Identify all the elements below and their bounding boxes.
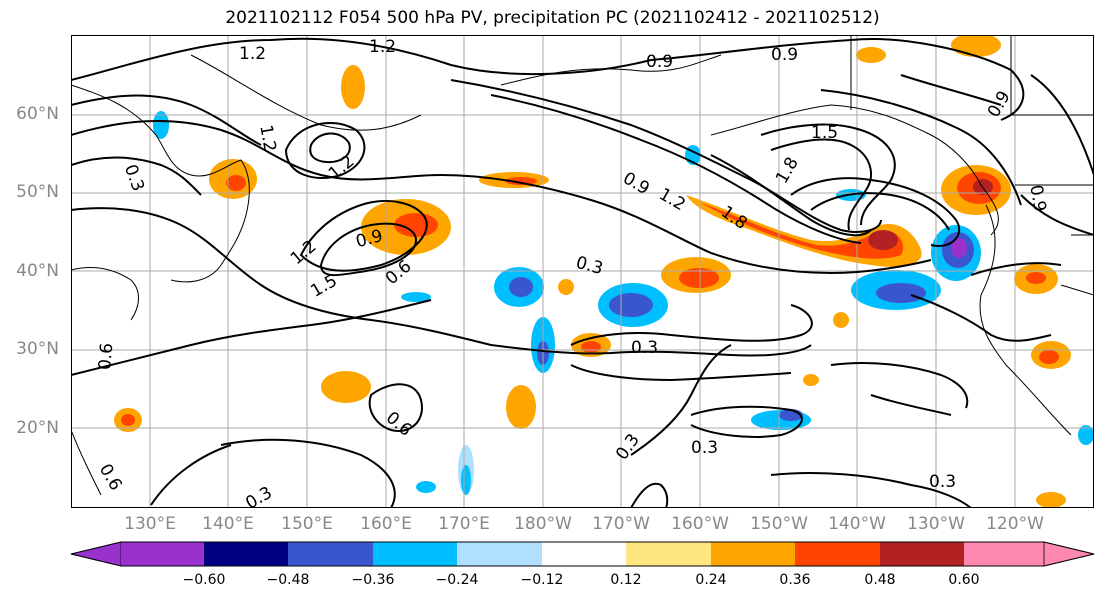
lon-label: 150°E — [281, 514, 333, 534]
colorbar-tick: −0.36 — [351, 572, 395, 588]
lat-label: 40°N — [16, 261, 59, 281]
lon-label: 160°E — [360, 514, 412, 534]
colorbar-extend-low — [70, 541, 122, 567]
lon-label: 130°W — [907, 514, 965, 534]
lon-label: 150°W — [750, 514, 808, 534]
contour-label: 0.3 — [612, 430, 644, 464]
contour-label: 0.9 — [619, 168, 652, 199]
colorbar-tick: 0.12 — [610, 572, 642, 588]
coastlines — [71, 35, 1094, 496]
colorbar-extend-high — [1043, 541, 1095, 567]
colorbar-segment — [121, 542, 204, 566]
contour-label: 1.2 — [369, 37, 396, 57]
gridlines — [71, 35, 1094, 508]
lon-label: 170°W — [592, 514, 650, 534]
contour-label: 0.6 — [382, 408, 416, 441]
lat-label: 60°N — [16, 104, 59, 124]
colorbar-tick: −0.60 — [182, 572, 226, 588]
contour-label: 0.6 — [382, 256, 416, 289]
lat-label: 50°N — [16, 182, 59, 202]
colorbar-segment — [373, 542, 457, 566]
map-title: 2021102112 F054 500 hPa PV, precipitatio… — [225, 8, 880, 28]
contour-label: 1.8 — [717, 202, 751, 234]
colorbar-segment — [711, 542, 795, 566]
lon-label: 120°W — [986, 514, 1044, 534]
colorbar — [70, 541, 1095, 567]
contour-label: 0.3 — [242, 483, 275, 508]
lon-label: 160°W — [671, 514, 729, 534]
contour-label: 0.3 — [574, 253, 605, 279]
lat-label: 20°N — [16, 418, 59, 438]
contour-label: 1.2 — [239, 44, 266, 64]
colorbar-tick: 0.48 — [864, 572, 896, 588]
colorbar-segment — [964, 542, 1044, 566]
contour-label: 0.3 — [691, 438, 718, 458]
colorbar-segment — [795, 542, 880, 566]
map-plot: 1.2 1.2 1.2 1.2 0.3 0.6 0.9 0.9 1.5 1.8 … — [71, 35, 1094, 508]
contour-label: 0.6 — [95, 342, 117, 371]
lon-label: 180°W — [514, 514, 572, 534]
contour-label: 0.6 — [95, 461, 126, 494]
colorbar-tick: 0.60 — [948, 572, 980, 588]
contour-label: 1.8 — [772, 154, 803, 187]
contour-label: 0.9 — [771, 45, 798, 65]
colorbar-tick: −0.12 — [520, 572, 564, 588]
colorbar-tick: 0.36 — [779, 572, 811, 588]
colorbar-segment — [542, 542, 626, 566]
lon-label: 130°E — [124, 514, 176, 534]
lon-label: 140°W — [828, 514, 886, 534]
contour-label: 1.5 — [811, 123, 838, 143]
colorbar-frame — [70, 541, 1095, 567]
contour-label: 1.2 — [255, 123, 279, 153]
colorbar-segment — [626, 542, 711, 566]
contour-label: 0.9 — [1025, 183, 1049, 213]
contour-label: 0.3 — [929, 472, 956, 492]
colorbar-segment — [204, 542, 288, 566]
map-panel: 1.2 1.2 1.2 1.2 0.3 0.6 0.9 0.9 1.5 1.8 … — [71, 35, 1094, 508]
lon-label: 140°E — [202, 514, 254, 534]
contour-label: 0.3 — [120, 162, 148, 194]
contour-label: 1.2 — [655, 184, 688, 215]
colorbar-segment — [880, 542, 964, 566]
pv-contours — [71, 37, 1094, 508]
colorbar-tick: −0.48 — [266, 572, 310, 588]
map-frame — [71, 35, 1094, 508]
lat-label: 30°N — [16, 339, 59, 359]
colorbar-segment — [457, 542, 542, 566]
colorbar-tick: 0.24 — [695, 572, 727, 588]
contour-label: 0.3 — [631, 338, 658, 358]
colorbar-segments — [70, 541, 1095, 567]
colorbar-segment — [288, 542, 373, 566]
contour-label: 0.9 — [646, 52, 673, 72]
lon-label: 170°E — [438, 514, 490, 534]
colorbar-tick: −0.24 — [435, 572, 479, 588]
